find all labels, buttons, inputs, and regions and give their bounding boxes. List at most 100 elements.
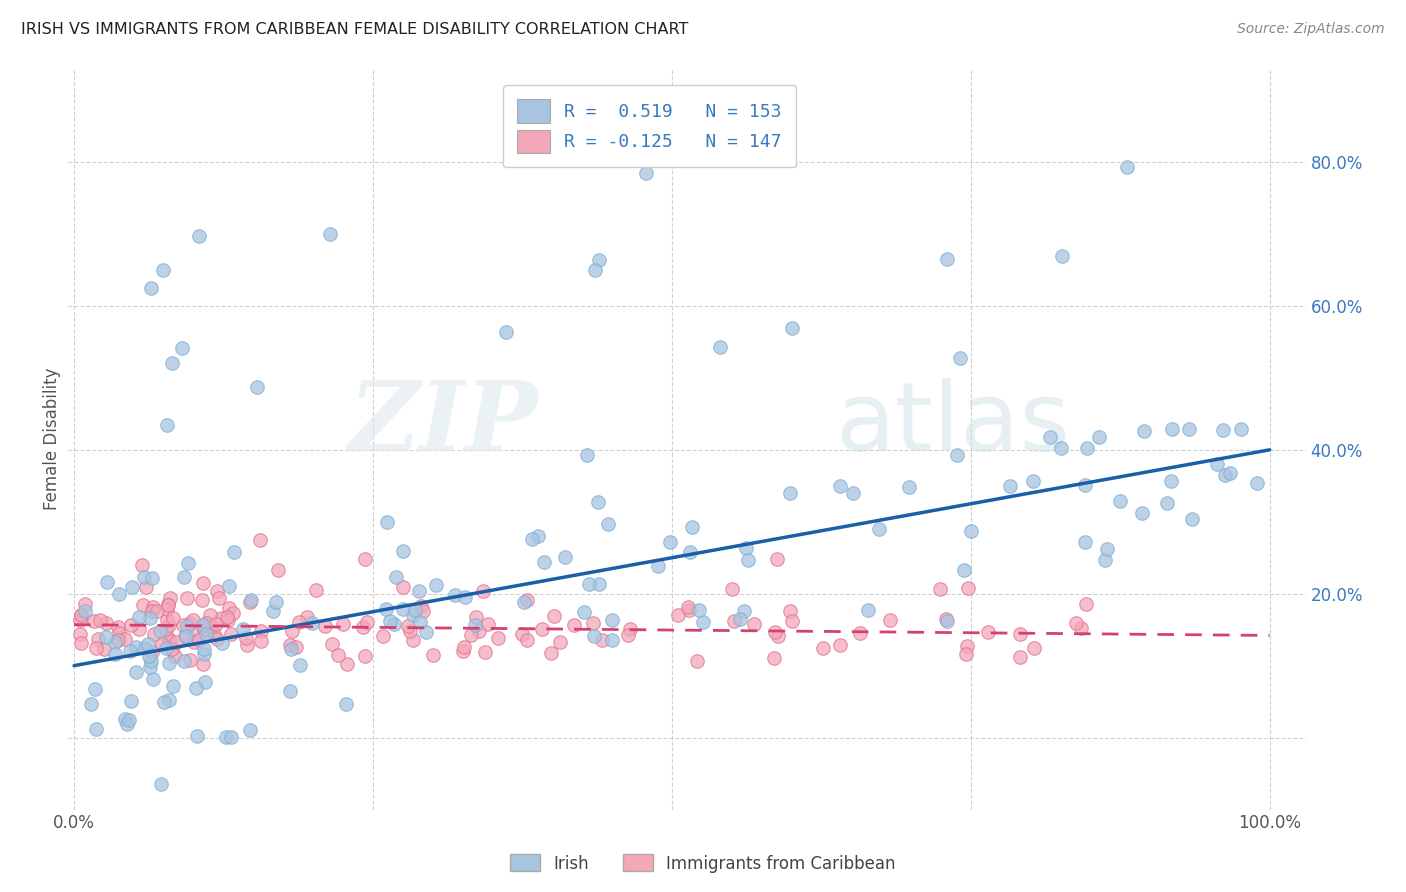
Point [1074,597,1097,611]
Point [600,633,623,648]
Point [181,613,204,627]
Point [138,637,160,651]
Point [1095,541,1118,556]
Point [194,675,217,690]
Point [1160,474,1182,488]
Point [141,281,163,295]
Point [425,578,447,592]
Point [250,624,273,638]
Point [89,613,111,627]
Point [526,529,548,543]
Point [221,606,243,620]
Point [723,614,745,628]
Point [1161,422,1184,436]
Point [157,598,180,612]
Point [191,575,214,590]
Point [205,617,228,632]
Point [354,649,377,664]
Point [1094,553,1116,567]
Point [205,632,228,646]
Point [402,607,425,622]
Point [239,723,262,737]
Point [371,629,394,643]
Point [186,681,208,696]
Point [172,341,194,355]
Text: IRISH VS IMMIGRANTS FROM CARIBBEAN FEMALE DISABILITY CORRELATION CHART: IRISH VS IMMIGRANTS FROM CARIBBEAN FEMAL… [21,22,689,37]
Point [392,543,415,558]
Point [465,609,488,624]
Point [218,579,240,593]
Point [582,615,605,630]
Point [763,625,786,640]
Point [375,515,398,529]
Point [780,320,803,334]
Point [174,629,197,643]
Point [564,618,586,632]
Point [686,654,709,668]
Point [70,608,93,623]
Point [132,599,155,613]
Point [779,604,801,618]
Point [200,607,222,622]
Point [162,679,184,693]
Point [124,640,146,654]
Point [588,577,610,591]
Point [232,622,254,636]
Point [157,631,180,645]
Point [239,595,262,609]
Point [156,613,179,627]
Point [96,575,118,590]
Point [898,480,921,494]
Point [94,616,117,631]
Point [422,648,444,662]
Point [165,649,187,664]
Point [591,632,613,647]
Point [1246,475,1268,490]
Point [1039,430,1062,444]
Point [953,563,976,577]
Point [135,580,157,594]
Point [956,581,979,595]
Point [224,545,246,559]
Text: ZIP: ZIP [349,377,538,471]
Point [679,545,702,559]
Point [83,682,105,697]
Point [734,541,756,556]
Point [453,640,475,654]
Point [737,553,759,567]
Point [141,604,163,618]
Point [84,722,107,736]
Point [146,604,169,618]
Point [73,604,96,618]
Point [188,632,211,647]
Point [205,583,228,598]
Point [115,717,138,731]
Point [619,622,641,636]
Point [79,697,101,711]
Point [600,613,623,627]
Point [194,616,217,631]
Point [288,615,311,629]
Point [94,630,117,644]
Point [281,624,304,639]
Point [301,616,323,631]
Point [945,448,967,462]
Point [1088,430,1111,444]
Point [384,570,406,584]
Point [454,591,477,605]
Point [1022,640,1045,655]
Point [114,712,136,726]
Point [321,637,343,651]
Point [160,356,183,370]
Point [156,417,179,432]
Point [1074,535,1097,549]
Point [155,640,177,655]
Point [658,534,681,549]
Point [868,522,890,536]
Point [278,684,301,698]
Point [733,604,755,618]
Point [471,583,494,598]
Point [412,604,434,618]
Point [153,695,176,709]
Point [1156,496,1178,510]
